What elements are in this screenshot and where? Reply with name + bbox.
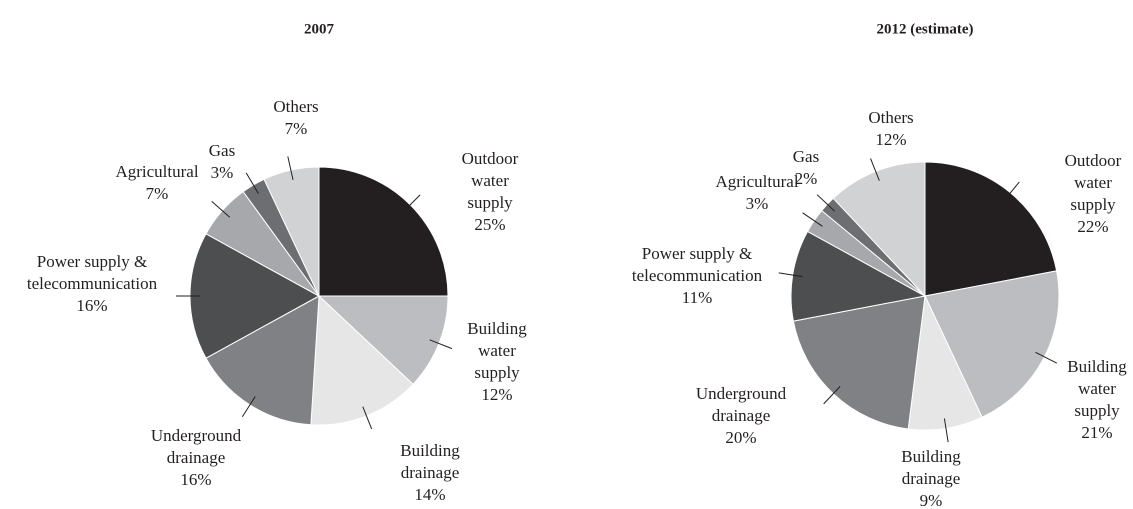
slice-label: Building water supply xyxy=(467,319,527,382)
slice-label: Outdoor water supply xyxy=(462,149,519,212)
slice-value-label: 14% xyxy=(414,485,445,504)
slice-label: Others xyxy=(868,108,913,127)
slice-label: Underground drainage xyxy=(696,384,787,425)
slice-value-label: 7% xyxy=(146,184,169,203)
chart-title: 2012 (estimate) xyxy=(876,21,973,37)
slice-value-label: 20% xyxy=(725,428,756,447)
leader-line xyxy=(241,396,256,418)
slice-value-label: 11% xyxy=(682,288,713,307)
leader-line xyxy=(870,158,880,181)
slice-value-label: 12% xyxy=(481,385,512,404)
slice-value-label: 21% xyxy=(1081,423,1112,442)
leader-line xyxy=(245,172,259,194)
slice-label: Power supply & telecommunication xyxy=(27,252,158,293)
slice-value-label: 16% xyxy=(180,470,211,489)
slice-value-label: 2% xyxy=(795,169,818,188)
slice-value-label: 12% xyxy=(875,130,906,149)
leader-line xyxy=(816,194,835,212)
leader-line xyxy=(211,201,231,218)
slice-label: Agricultural xyxy=(715,172,798,191)
slice-label: Agricultural xyxy=(115,162,198,181)
slice-value-label: 16% xyxy=(76,296,107,315)
slice-value-label: 3% xyxy=(211,163,234,182)
pie-slice xyxy=(318,166,449,297)
leader-line xyxy=(429,339,453,350)
slice-label: Others xyxy=(273,97,318,116)
slice-label: Underground drainage xyxy=(151,426,242,467)
slice-label: Gas xyxy=(209,141,235,160)
slice-label: Building drainage xyxy=(901,447,961,488)
leader-line xyxy=(778,272,803,278)
leader-line xyxy=(402,194,421,213)
leader-line xyxy=(943,418,949,443)
slice-label: Building drainage xyxy=(400,441,460,482)
leader-line xyxy=(823,386,841,405)
slice-label: Power supply & telecommunication xyxy=(632,244,763,285)
leader-line xyxy=(362,406,373,430)
slice-value-label: 22% xyxy=(1077,217,1108,236)
leader-line xyxy=(1035,351,1058,364)
slice-value-label: 7% xyxy=(285,119,308,138)
slice-value-label: 9% xyxy=(920,491,943,509)
slice-value-label: 3% xyxy=(746,194,769,213)
slice-label: Outdoor water supply xyxy=(1065,151,1122,214)
slice-label: Gas xyxy=(793,147,819,166)
slice-value-label: 25% xyxy=(474,215,505,234)
slice-label: Building water supply xyxy=(1067,357,1127,420)
leader-line xyxy=(287,156,294,180)
chart-title: 2007 xyxy=(304,21,335,37)
leader-line xyxy=(1003,181,1020,201)
leader-line xyxy=(802,212,823,227)
